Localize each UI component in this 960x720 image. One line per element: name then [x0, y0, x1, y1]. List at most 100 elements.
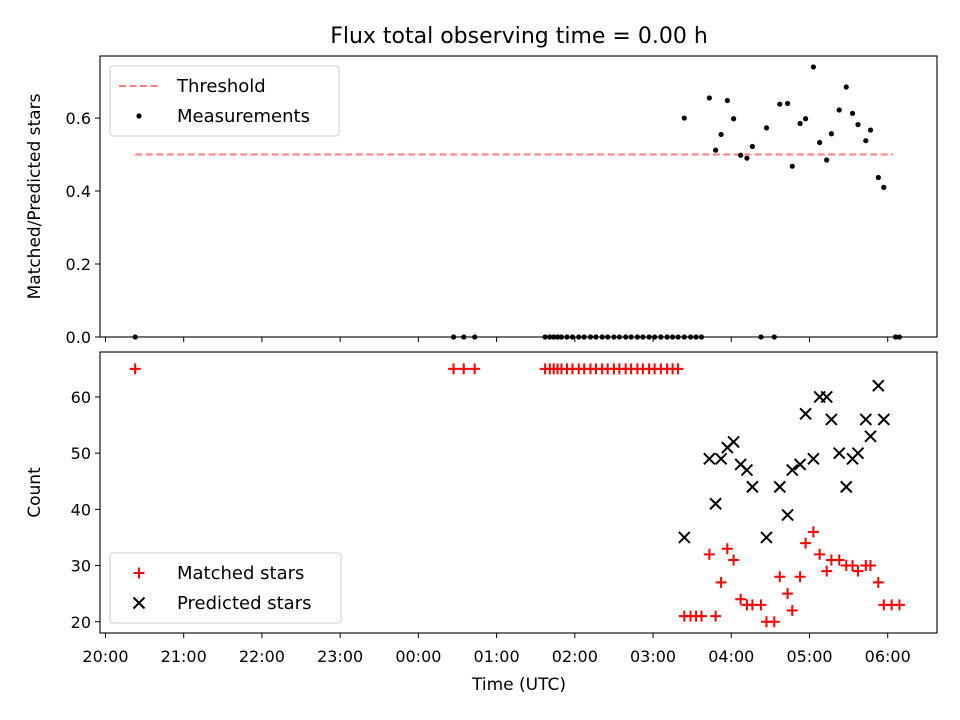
- measurements-point: [843, 84, 849, 90]
- measurements-point: [789, 163, 795, 169]
- measurements-point: [706, 95, 712, 101]
- predicted-stars-point: [760, 531, 773, 544]
- matched-stars-point: [735, 593, 747, 605]
- y-tick-label: 50: [71, 444, 91, 463]
- legend-label-predicted-stars: Predicted stars: [177, 593, 311, 614]
- y-tick-label: 20: [71, 613, 91, 632]
- measurements-point: [802, 116, 809, 122]
- matched-stars-point: [833, 554, 845, 566]
- measurements-point: [738, 152, 744, 158]
- matched-stars-point: [814, 548, 826, 560]
- matched-stars-point: [703, 548, 715, 560]
- measurements-point: [828, 131, 834, 137]
- measurements-point: [817, 139, 823, 146]
- x-tick-label: 01:00: [474, 647, 520, 666]
- predicted-stars-point: [709, 497, 722, 510]
- predicted-stars-point: [864, 430, 877, 443]
- y-tick-label: 0.6: [66, 109, 91, 128]
- measurements-point: [777, 101, 783, 107]
- legend-label-threshold: Threshold: [176, 76, 266, 97]
- y-axis-label: Matched/Predicted stars: [25, 93, 45, 299]
- count-panel: 20:00 21:00 22:00 23:00 00:00 01:00 02:00 03:00…: [25, 351, 938, 666]
- matched-stars-point: [821, 565, 833, 577]
- x-tick-label: 22:00: [239, 647, 285, 666]
- y-tick-label: 0.2: [66, 255, 91, 274]
- measurements-point: [824, 157, 830, 163]
- matched-stars-point: [852, 565, 864, 577]
- legend-box: [109, 65, 340, 137]
- matched-stars-point: [728, 554, 740, 566]
- measurements-point: [763, 125, 770, 131]
- matched-stars-point: [782, 588, 794, 600]
- matched-stars-point: [710, 610, 722, 622]
- measurements-point: [784, 100, 791, 107]
- matched-stars-point: [469, 363, 481, 375]
- predicted-stars-point: [799, 407, 812, 421]
- matched-stars-point: [774, 571, 786, 583]
- matched-stars-point: [458, 363, 470, 375]
- matched-stars-point: [865, 560, 877, 572]
- predicted-stars-point: [678, 531, 691, 544]
- predicted-stars-point: [727, 435, 740, 449]
- matched-stars-point: [872, 576, 884, 588]
- legend-box: [109, 552, 342, 624]
- measurements-point: [867, 127, 874, 133]
- predicted-stars-point: [840, 480, 853, 494]
- matched-stars-point: [893, 599, 905, 611]
- predicted-stars-point: [703, 452, 716, 465]
- predicted-stars-point: [872, 379, 885, 392]
- matched-stars-point: [755, 599, 767, 611]
- legend-key-measurements: [136, 113, 142, 119]
- axes-frame: [99, 55, 938, 338]
- predicted-stars-point: [851, 446, 865, 460]
- matched-stars-point: [768, 616, 780, 628]
- predicted-stars-point: [740, 463, 754, 477]
- matched-stars-point: [715, 576, 727, 588]
- legend-key-predicted-stars: [132, 596, 146, 610]
- predicted-stars-point: [746, 480, 759, 494]
- measurements-point: [863, 138, 869, 144]
- ratio-panel: 0.0 0.2 0.4 0.6 Matched/Predicted stars Thres…: [25, 55, 938, 347]
- y-tick-label: 0.4: [66, 182, 91, 201]
- measurements-point: [881, 184, 887, 190]
- matched-stars-point: [800, 537, 812, 549]
- y-tick-label: 0.0: [66, 328, 91, 347]
- predicted-stars-point: [714, 452, 728, 465]
- measurements-point: [849, 110, 856, 116]
- predicted-stars-point: [781, 508, 794, 522]
- x-tick-label: 00:00: [395, 647, 441, 666]
- legend-key-matched-stars: [133, 567, 145, 579]
- measurements-point: [718, 131, 724, 138]
- predicted-stars-point: [825, 413, 838, 426]
- predicted-stars-point: [820, 390, 833, 404]
- y-tick-label: 60: [71, 388, 91, 407]
- matched-stars-point: [794, 571, 806, 583]
- measurements-point: [855, 122, 861, 128]
- matched-stars-point: [129, 363, 141, 375]
- predicted-stars-point: [786, 463, 799, 477]
- x-tick-label: 06:00: [865, 647, 911, 666]
- x-tick-label: 05:00: [786, 647, 832, 666]
- y-tick-label: 40: [71, 500, 91, 519]
- measurements-point: [797, 120, 803, 127]
- matched-stars-point: [721, 543, 733, 555]
- matched-stars-point: [448, 363, 460, 375]
- measurements-point: [713, 147, 719, 153]
- chart-title: Flux total observing time = 0.00 h: [330, 24, 708, 49]
- measurements-point: [836, 107, 842, 113]
- matched-stars-point: [696, 610, 708, 622]
- matched-stars-point: [807, 526, 819, 538]
- x-tick-label: 03:00: [630, 647, 676, 666]
- measurements-point: [744, 155, 750, 161]
- y-axis-label: Count: [25, 467, 45, 518]
- x-tick-label: 23:00: [317, 647, 363, 666]
- measurements-point: [875, 174, 881, 181]
- legend-label-matched-stars: Matched stars: [177, 563, 304, 584]
- matched-stars-point: [847, 560, 859, 572]
- predicted-stars-point: [773, 480, 786, 494]
- measurements-point: [749, 143, 755, 150]
- measurements-point: [731, 116, 737, 122]
- x-tick-label: 02:00: [552, 647, 598, 666]
- matched-stars-point: [672, 363, 684, 375]
